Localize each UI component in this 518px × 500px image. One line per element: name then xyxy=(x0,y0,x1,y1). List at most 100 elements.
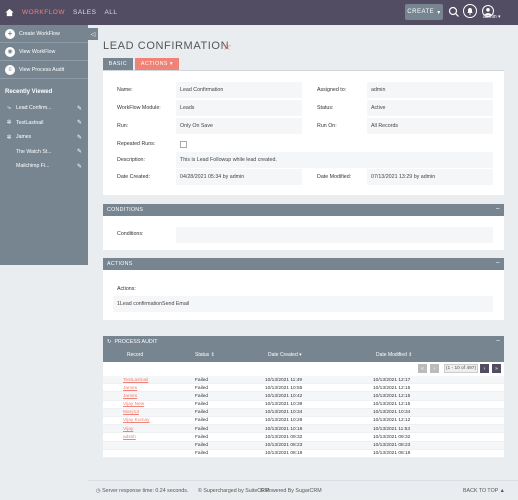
user-menu[interactable]: admin ▾ xyxy=(483,14,501,20)
recent-item-james[interactable]: ✲ James ✎ xyxy=(0,130,88,145)
recent-item-watch-store[interactable]: The Watch St... ✎ xyxy=(0,145,88,160)
actions-label: Actions: xyxy=(117,286,136,292)
created-cell: 10/13/2021 10:18 xyxy=(265,426,303,432)
pager-prev-button[interactable]: ‹ xyxy=(430,364,439,373)
actions-header[interactable]: ACTIONS − xyxy=(103,258,504,270)
record-link[interactable]: James xyxy=(123,385,138,391)
recent-item-lead-confirmation[interactable]: ⤷ Lead Confirm... ✎ xyxy=(0,101,88,116)
pencil-icon[interactable]: ✎ xyxy=(76,105,82,112)
sidebar-action-label: View WorkFlow xyxy=(19,48,56,55)
process-audit-table: TestLastnail Failed 10/13/2021 11:49 10/… xyxy=(103,376,504,458)
sidebar-action-label: View Process Audit xyxy=(19,66,65,73)
status-value: Active xyxy=(367,100,493,116)
record-link[interactable]: Mary13 xyxy=(123,410,139,416)
status-cell: Failed xyxy=(195,418,209,424)
clock-icon: ◷ xyxy=(96,488,101,494)
sidebar-create-workflow[interactable]: + Create WorkFlow xyxy=(0,25,88,43)
suitecrm-link[interactable]: © Supercharged by SuiteCRM xyxy=(198,488,270,494)
avatar[interactable] xyxy=(482,5,494,17)
workflow-icon: ⤷ xyxy=(7,104,11,111)
recently-viewed-title: Recently Viewed xyxy=(5,89,53,95)
name-value: Lead Confirmation xyxy=(176,82,302,98)
table-row: Failed 10/13/2021 08:18 10/13/2021 08:18 xyxy=(103,450,504,458)
detail-row: Repeated Runs: xyxy=(103,136,504,155)
conditions-value xyxy=(176,227,493,243)
status-cell: Failed xyxy=(195,393,209,399)
modified-cell: 10/13/2021 12:12 xyxy=(373,418,411,424)
pencil-icon[interactable]: ✎ xyxy=(76,120,82,127)
name-label: Name: xyxy=(117,87,133,93)
repeated-runs-label: Repeated Runs: xyxy=(117,141,156,147)
table-row: Mary13 Failed 10/13/2021 10:34 10/13/202… xyxy=(103,408,504,417)
status-cell: Failed xyxy=(195,451,209,457)
pencil-icon[interactable]: ✎ xyxy=(76,163,82,170)
column-header-date-modified[interactable]: Date Modified ⇕ xyxy=(376,352,413,358)
column-header-date-created[interactable]: Date Created ▾ xyxy=(268,352,302,358)
create-caret-icon: ▾ xyxy=(437,9,441,16)
description-value: This is Lead Followup while lead created… xyxy=(176,152,493,168)
recent-item-label: James xyxy=(16,134,32,141)
collapse-icon[interactable]: − xyxy=(495,206,500,213)
sidebar-view-process-audit[interactable]: ≡ View Process Audit xyxy=(0,61,88,79)
recent-item-mailchimp[interactable]: Mailchimp Fi... ✎ xyxy=(0,159,88,174)
pager-last-button[interactable]: » xyxy=(492,364,501,373)
conditions-header[interactable]: CONDITIONS − xyxy=(103,204,504,216)
nav-all[interactable]: ALL xyxy=(104,9,118,16)
sidebar-view-workflow[interactable]: ◉ View WorkFlow xyxy=(0,43,88,61)
status-label: Status: xyxy=(317,105,334,111)
record-link[interactable]: James xyxy=(123,393,138,399)
pencil-icon[interactable]: ✎ xyxy=(76,149,82,156)
table-row: adssh Failed 10/13/2021 09:32 10/13/2021… xyxy=(103,433,504,442)
pencil-icon[interactable]: ✎ xyxy=(76,134,82,141)
home-icon[interactable] xyxy=(5,8,14,17)
status-cell: Failed xyxy=(195,385,209,391)
column-header-record[interactable]: Record xyxy=(127,352,144,358)
collapse-icon[interactable]: − xyxy=(495,260,500,267)
list-icon: ≡ xyxy=(5,64,15,75)
date-created-label: Date Created: xyxy=(117,174,150,180)
notification-bell-icon[interactable] xyxy=(463,4,477,18)
record-link[interactable]: TestLastnail xyxy=(123,377,149,383)
detail-row: Run: Only On Save Run On: All Records xyxy=(103,118,504,137)
sugarcrm-link[interactable]: © Powered By SugarCRM xyxy=(260,488,322,494)
status-cell: Failed xyxy=(195,402,209,408)
back-to-top-link[interactable]: BACK TO TOP ▲ xyxy=(463,488,505,494)
modified-cell: 10/13/2021 12:15 xyxy=(373,385,411,391)
collapse-icon[interactable]: − xyxy=(495,338,500,345)
pager-first-button[interactable]: « xyxy=(418,364,427,373)
record-link[interactable]: Vijay Kumay xyxy=(123,418,150,424)
search-icon[interactable] xyxy=(448,6,460,18)
modified-cell: 10/13/2021 09:32 xyxy=(373,434,411,440)
tab-basic[interactable]: BASIC xyxy=(103,58,133,70)
detail-row: Description: This is Lead Followup while… xyxy=(103,152,504,171)
repeated-runs-checkbox xyxy=(180,140,187,148)
status-cell: Failed xyxy=(195,410,209,416)
assigned-value: admin xyxy=(367,82,493,98)
modified-cell: 10/13/2021 12:17 xyxy=(373,377,411,383)
process-audit-title: PROCESS AUDIT xyxy=(114,339,158,345)
recent-item-label: TestLastnail xyxy=(16,119,44,126)
recent-item-testlastnail[interactable]: ✲ TestLastnail ✎ xyxy=(0,116,88,131)
footer: ◷ Server response time: 0.24 seconds. © … xyxy=(88,480,518,500)
actions-dropdown[interactable]: ACTIONS ▾ xyxy=(135,58,179,70)
runon-label: Run On: xyxy=(317,123,337,129)
record-link[interactable]: Vijay New xyxy=(123,402,145,408)
nav-workflow[interactable]: WORKFLOW xyxy=(22,9,65,16)
record-link[interactable]: adssh xyxy=(123,434,136,440)
date-created-value: 04/28/2021 05:34 by admin xyxy=(176,169,302,185)
nav-sales[interactable]: SALES xyxy=(73,9,97,16)
sidebar-collapse-icon[interactable]: ◁ xyxy=(88,28,98,40)
column-header-status[interactable]: Status ⇕ xyxy=(195,352,215,358)
assigned-label: Assigned to: xyxy=(317,87,347,93)
lead-icon: ✲ xyxy=(6,120,12,127)
process-audit-header[interactable]: ↻ PROCESS AUDIT − xyxy=(103,336,504,348)
table-row: James Failed 10/13/2021 10:42 10/13/2021… xyxy=(103,392,504,401)
record-link[interactable]: Vijay xyxy=(123,426,134,432)
pager-next-button[interactable]: › xyxy=(480,364,489,373)
create-button[interactable]: CREATE ▾ xyxy=(405,4,443,20)
eye-icon: ◉ xyxy=(5,46,15,57)
table-row: Vijay New Failed 10/13/2021 10:39 10/13/… xyxy=(103,401,504,409)
conditions-panel: Conditions: xyxy=(103,216,504,250)
favorite-star-icon[interactable]: ☆ xyxy=(222,41,232,53)
date-modified-label: Date Modified: xyxy=(317,174,352,180)
